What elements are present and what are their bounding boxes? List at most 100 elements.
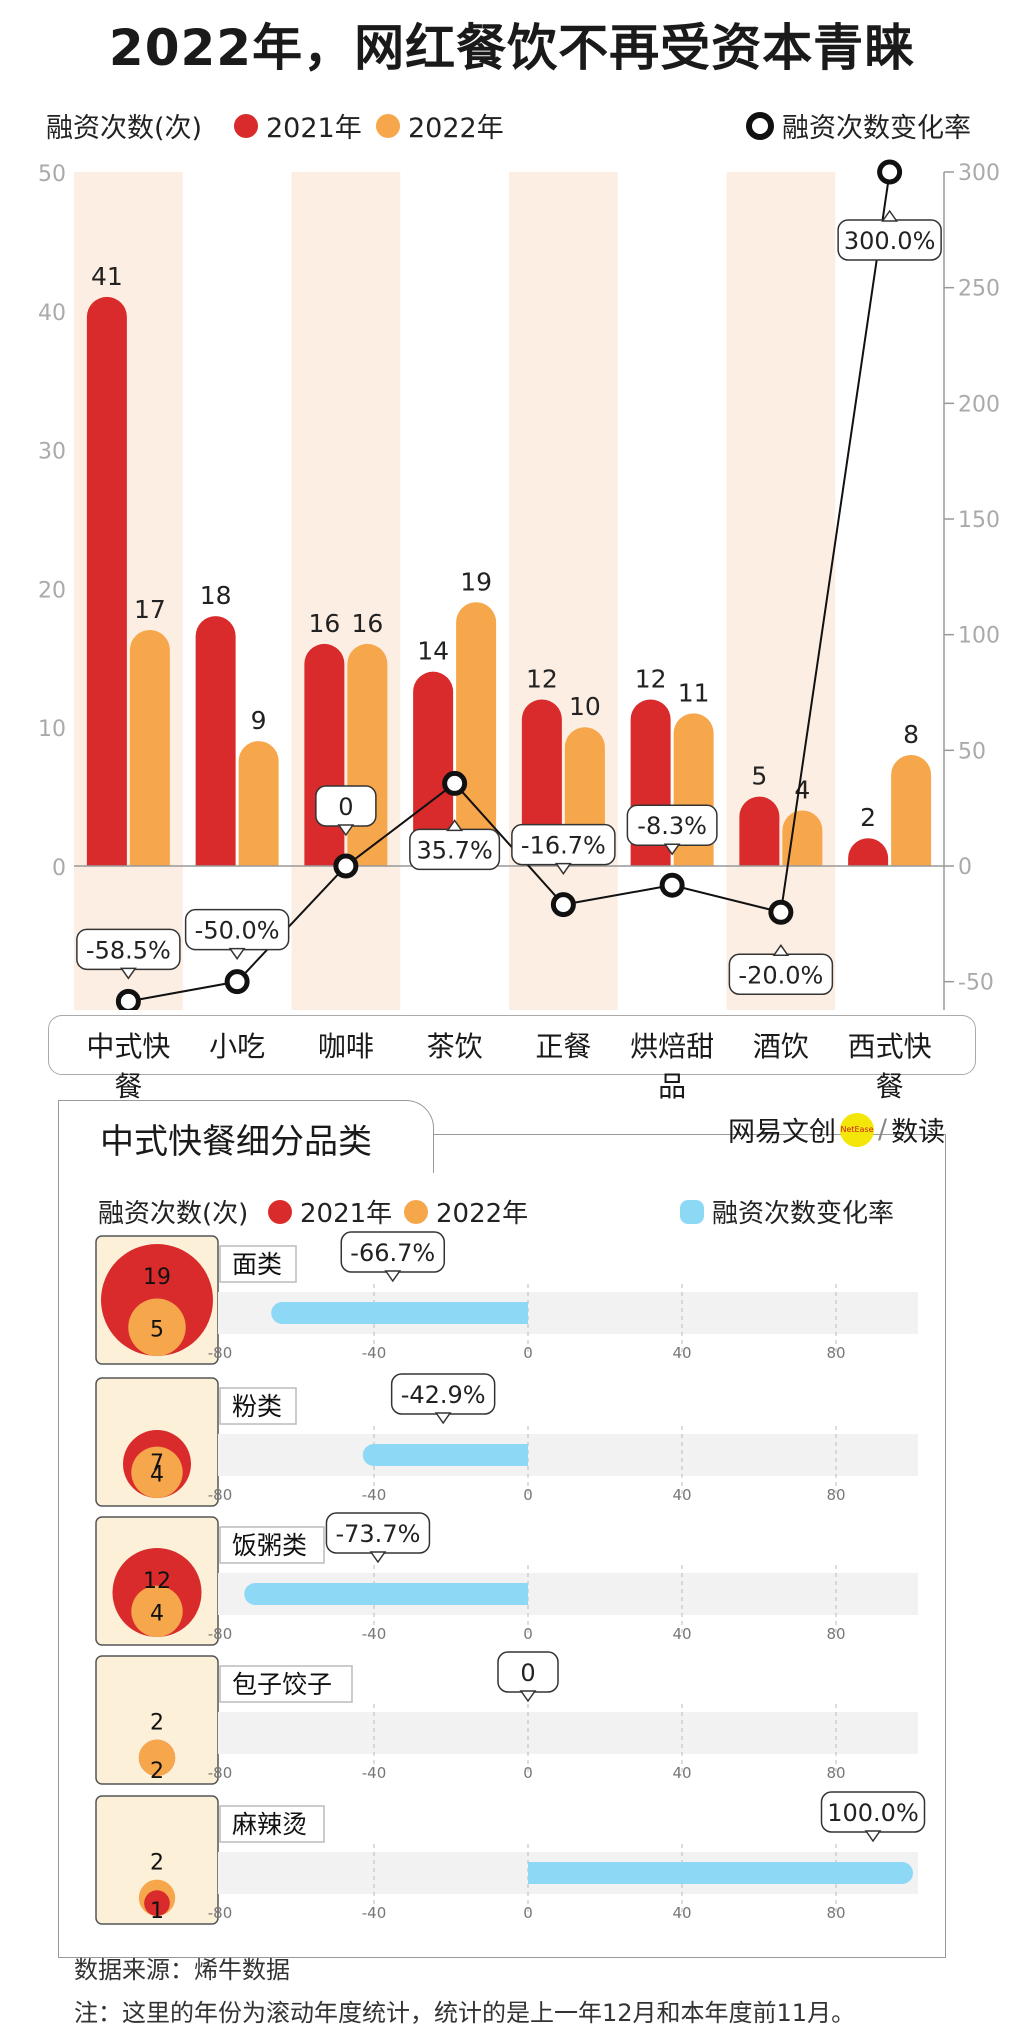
bubble-label-2022-3: 2 [150,1759,164,1784]
y-right-tick--50: -50 [958,971,994,996]
rate-label-0: -58.5% [86,936,171,964]
rate-point-2 [333,853,359,879]
subcat-rate-label-1-pointer [434,1412,452,1425]
xtick-4--80: -80 [208,1904,233,1922]
y-right-tick-0: 0 [958,855,972,880]
xtick-0-40: 40 [672,1344,691,1362]
xtick-4--40: -40 [362,1904,387,1922]
subcat-rate-label-0-pointer [384,1270,402,1283]
bubble-label-2022-1: 4 [150,1462,164,1487]
bar-label-2021-6: 5 [751,762,767,791]
legend2-axis-label: 融资次数(次) [98,1199,249,1229]
rate-label-7: 300.0% [844,227,936,255]
y-right-tick-100: 100 [958,624,1000,649]
rate-bar-1 [362,1444,528,1466]
xtick-2-40: 40 [672,1625,691,1643]
category-label-5: 烘焙甜品 [630,1030,715,1103]
xtick-1--80: -80 [208,1486,233,1504]
legend2-2022: 2022年 [404,1193,528,1230]
bubble-label-2021-4: 1 [150,1899,164,1924]
rate-point-4 [550,892,576,918]
xtick-0-0: 0 [523,1344,533,1362]
bar-2022-6 [782,810,823,866]
bar-2022-1 [238,741,279,866]
band-6 [726,172,836,1010]
subcat-rate-label-3: 0 [520,1659,535,1687]
legend-rate: 融资次数变化率 [746,106,971,145]
subcat-box-1 [219,1387,297,1425]
rate-label-5-pointer [663,843,681,856]
legend2-2021-swatch [268,1199,292,1224]
xtick-3--40: -40 [362,1764,387,1782]
rate-bar-0 [271,1302,528,1324]
bubble-2022-2 [131,1585,183,1637]
legend2-rate: 融资次数变化率 [680,1193,894,1230]
bar-label-2021-4: 12 [526,664,558,693]
rate-label-2: 0 [338,793,353,821]
category-label-7: 西式快餐 [847,1030,932,1103]
rate-point-0 [115,988,141,1010]
xtick-2--40: -40 [362,1625,387,1643]
category-label-1: 小吃 [209,1030,266,1063]
bar-label-2021-1: 18 [200,581,232,610]
rate-label-2-pointer [337,824,355,837]
rate-bar-2 [244,1583,528,1605]
bar-2021-3 [413,671,454,866]
subcat-label-4: 麻辣烫 [232,1810,307,1839]
xtick-1--40: -40 [362,1486,387,1504]
rate-label-6-pointer [772,943,790,957]
subcat-label-1: 粉类 [232,1392,282,1421]
rate-label-6: -20.0% [738,961,823,989]
footer-note: 注：这里的年份为滚动年度统计，统计的是上一年12月和本年度前11月。 [74,1999,856,2027]
rate-point-1 [224,969,250,995]
rate-bar-cap-0 [517,1302,528,1324]
subcat-label-2: 饭粥类 [232,1531,307,1560]
rate-line [128,171,891,1003]
xtick-2-80: 80 [826,1625,845,1643]
bar-2021-2 [304,643,345,866]
xtick-0--40: -40 [362,1344,387,1362]
bubble-label-2021-1: 7 [150,1451,164,1476]
subcat-rate-label-4: 100.0% [827,1799,919,1827]
xtick-1-80: 80 [826,1486,845,1504]
bubble-label-2021-2: 12 [143,1569,171,1594]
bubble-label-2022-4: 2 [150,1851,164,1876]
xtick-2--80: -80 [208,1625,233,1643]
subcat-rate-label-4-pointer [864,1830,882,1843]
y-right-tick-250: 250 [958,277,1000,302]
subcat-rate-label-1: -42.9% [401,1381,486,1409]
rate-bar-cap-4 [528,1862,539,1884]
rate-label-5: -8.3% [637,812,707,840]
brand: 网易文创 NetEase / 数读 [728,1110,945,1149]
bar-label-2022-5: 11 [678,678,710,707]
bar-label-2022-2: 16 [351,609,383,638]
rate-label-1: -50.0% [195,917,280,945]
xtick-3-40: 40 [672,1764,691,1782]
chart-title: 2022年，网红餐饮不再受资本青睐 [108,19,916,77]
xtick-1-0: 0 [523,1486,533,1504]
y-right-tick-50: 50 [958,739,986,764]
xtick-1-40: 40 [672,1486,691,1504]
bar-label-2021-3: 14 [417,637,449,666]
xtick-3--80: -80 [208,1764,233,1782]
bubble-2022-1 [131,1446,183,1498]
bar-label-2022-4: 10 [569,692,601,721]
rate-label-3: 35.7% [417,836,493,864]
xtick-3-80: 80 [826,1764,845,1782]
subcategory-title: 中式快餐细分品类 [100,1122,372,1162]
bar-label-2022-7: 8 [903,720,919,749]
rate-label-1-pointer [228,947,246,960]
bar-2021-1 [195,616,236,866]
brand-section: 数读 [891,1117,946,1148]
bubble-label-2021-3: 2 [150,1711,164,1736]
rate-point-5 [659,872,685,898]
legend2-2021: 2021年 [268,1193,392,1230]
rate-point-7 [877,159,903,185]
rate-bar-cap-1 [517,1444,528,1466]
bar-2021-0 [86,296,127,866]
legend2-rate-swatch [680,1199,704,1224]
xtick-0-80: 80 [826,1344,845,1362]
y-right-tick-300: 300 [958,161,1000,186]
